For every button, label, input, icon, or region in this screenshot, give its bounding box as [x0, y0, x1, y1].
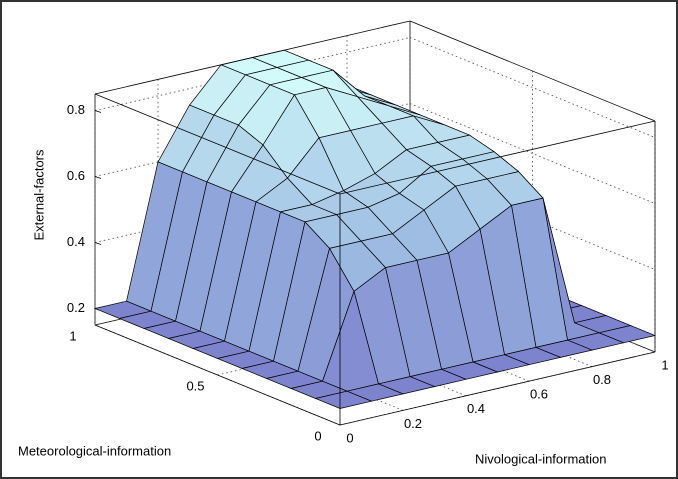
x-tick-label: 0.6: [530, 387, 548, 402]
z-tick-label: 0.8: [67, 102, 85, 117]
grid-line: [409, 37, 656, 138]
z-axis-label: External-factors: [31, 149, 46, 241]
z-tick-label: 0.6: [67, 168, 85, 183]
tick-mark: [94, 110, 102, 113]
grid-line: [409, 169, 656, 270]
x-tick-label: 0.8: [593, 372, 611, 387]
tick-mark: [94, 242, 102, 245]
z-tick-label: 0.2: [67, 300, 85, 315]
x-tick-label: 0.4: [467, 401, 485, 416]
y-tick-label: 0: [314, 428, 321, 443]
grid-line: [409, 103, 656, 204]
x-axis-label: Nivological-information: [475, 451, 607, 466]
box-edge: [94, 93, 341, 195]
z-tick-label: 0.4: [67, 234, 85, 249]
box-edge: [94, 20, 411, 95]
box-edge: [339, 351, 656, 426]
box-edge: [339, 120, 656, 195]
y-axis-label: Meteorological-information: [18, 443, 171, 458]
tick-mark: [94, 176, 102, 179]
x-tick-label: 0.2: [404, 416, 422, 431]
y-tick-label: 0.5: [186, 378, 204, 393]
x-tick-label: 1: [661, 357, 668, 372]
surface-face: [314, 390, 373, 409]
box-edge: [94, 324, 341, 426]
x-tick-label: 0: [346, 430, 353, 445]
y-tick-label: 1: [69, 328, 76, 343]
box-edge: [409, 20, 656, 122]
